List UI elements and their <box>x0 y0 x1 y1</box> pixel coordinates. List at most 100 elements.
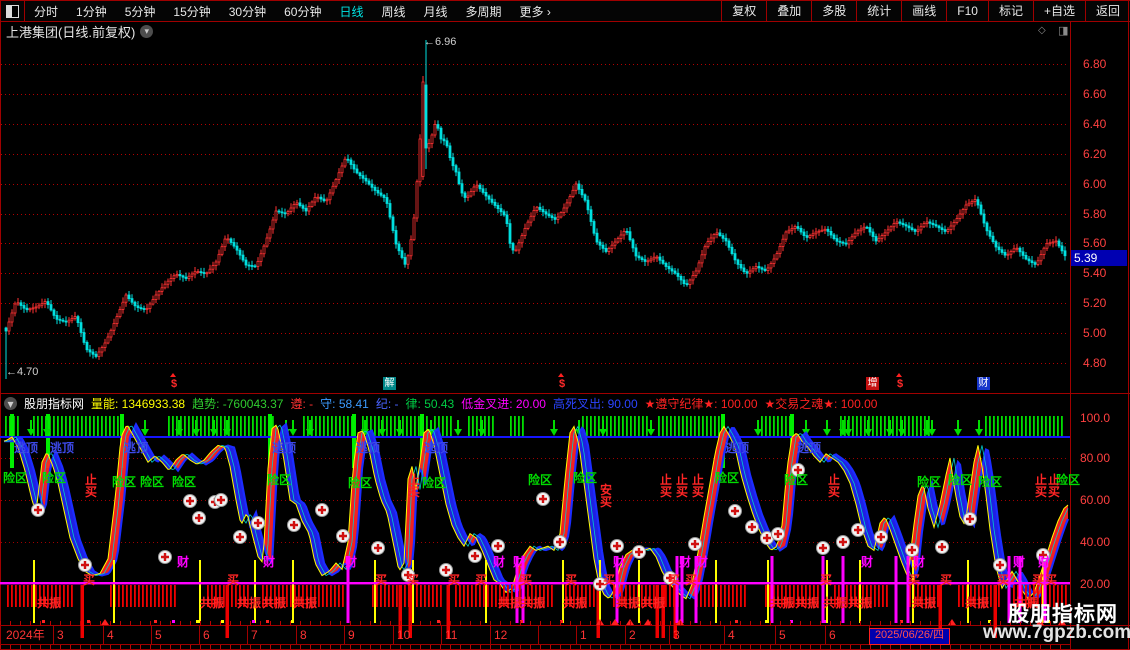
label-cai: 财 <box>696 555 709 569</box>
period-tab-月线[interactable]: 月线 <box>423 4 448 19</box>
label: 6.00 <box>1083 177 1107 191</box>
label-taoding: 逃顶 <box>50 441 75 455</box>
event-badge-arrow <box>558 373 564 377</box>
label-mai: 买 <box>475 573 488 587</box>
event-badge-dollar: $ <box>897 378 904 390</box>
label-xianqu: 险区 <box>528 473 553 487</box>
date-separator <box>53 626 54 644</box>
label-cai: 财 <box>1013 555 1026 569</box>
label-mai: 买 <box>407 573 420 587</box>
watermark-url: www.7gpzb.com <box>983 622 1130 643</box>
period-tab-更多 ›[interactable]: 更多 › <box>519 4 551 19</box>
label-gongzhen: 共振 <box>823 596 848 610</box>
label-cai: 财 <box>913 555 926 569</box>
label-mai: 买 <box>227 573 240 587</box>
label-gongzhen: 共振 <box>521 596 546 610</box>
date-label: 4 <box>107 628 114 642</box>
indicator-header: ▾ 股朋指标网 量能: 1346933.38 趋势: -760043.37 遵: -… <box>4 397 877 411</box>
label-gongzhen: 共振 <box>293 596 318 610</box>
diamond-icon[interactable]: ◇ <box>1038 25 1046 36</box>
label-xianqu: 险区 <box>140 475 165 489</box>
cross-markers <box>31 463 1050 591</box>
date-label: 3 <box>57 628 64 642</box>
label-gongzhen: 共振 <box>912 596 937 610</box>
label-mai: 买 <box>940 573 953 587</box>
date-label: 5 <box>155 628 162 642</box>
label-gongzhen: 共振 <box>563 596 588 610</box>
layout-split-icon[interactable] <box>0 1 25 21</box>
label-mai: 买 <box>83 573 96 587</box>
chevron-down-icon[interactable]: ▾ <box>4 397 17 410</box>
date-separator <box>775 626 776 644</box>
period-tab-多周期[interactable]: 多周期 <box>465 4 502 19</box>
action-button-F10[interactable]: F10 <box>946 1 988 21</box>
period-tab-周线[interactable]: 周线 <box>381 4 406 19</box>
date-separator <box>724 626 725 644</box>
label-gongzhen: 共振 <box>1014 596 1039 610</box>
label-gongzhen: 共振 <box>200 596 225 610</box>
label-xianqu: 险区 <box>573 471 598 485</box>
event-badge-arrow <box>170 373 176 377</box>
panes-icon[interactable]: ◨ <box>1058 25 1069 37</box>
event-badge-财[interactable]: 财 <box>977 377 990 390</box>
panel-divider <box>0 393 1130 394</box>
period-tab-5分钟[interactable]: 5分钟 <box>124 4 156 19</box>
date-separator <box>393 626 394 644</box>
period-tab-1分钟[interactable]: 1分钟 <box>76 4 107 19</box>
period-tab-分时[interactable]: 分时 <box>34 4 59 19</box>
label-gongzhen: 共振 <box>237 596 262 610</box>
date-label: 2024年 <box>6 628 45 642</box>
period-tab-15分钟[interactable]: 15分钟 <box>173 4 211 19</box>
period-tab-日线[interactable]: 日线 <box>339 4 364 19</box>
price-gridline <box>1 243 1069 244</box>
indicator-value-0: 量能: 1346933.38 <box>91 397 186 411</box>
period-tab-30分钟[interactable]: 30分钟 <box>228 4 267 19</box>
label-xianqu: 险区 <box>42 471 67 485</box>
date-label: 6 <box>203 628 210 642</box>
indicator-value-8: ★遵守纪律★: 100.00 <box>644 397 758 411</box>
label: 5.20 <box>1083 296 1107 310</box>
label: 20.00 <box>1080 577 1111 591</box>
date-axis-bottom-border <box>0 644 1070 645</box>
label-cai: 财 <box>1038 555 1051 569</box>
indicator-gridline <box>1 542 1069 543</box>
action-button-+自选[interactable]: +自选 <box>1032 1 1085 21</box>
date-separator <box>538 626 539 644</box>
date-label: 12 <box>494 628 508 642</box>
label-anmai: 安 买 <box>600 483 613 509</box>
label: 80.00 <box>1080 451 1111 465</box>
label-cai: 财 <box>679 555 692 569</box>
label: 6.20 <box>1083 147 1107 161</box>
label-mai: 买 <box>1032 573 1045 587</box>
action-button-多股[interactable]: 多股 <box>811 1 856 21</box>
label-xianqu: 险区 <box>267 473 292 487</box>
label-zhimai: 止 买 <box>692 473 705 499</box>
action-button-画线[interactable]: 画线 <box>901 1 946 21</box>
label: 4.80 <box>1083 356 1107 370</box>
label-xianqu: 险区 <box>3 471 28 485</box>
frame-left <box>0 0 1 650</box>
label-taoding: 逃顶 <box>124 441 149 455</box>
action-button-统计[interactable]: 统计 <box>856 1 901 21</box>
price-gridline <box>1 124 1069 125</box>
label-mai: 买 <box>603 573 616 587</box>
layout-split-icon-glyph <box>5 4 19 18</box>
chevron-down-icon[interactable]: ▾ <box>140 25 154 38</box>
event-badge-解[interactable]: 解 <box>383 377 396 390</box>
label-xianqu: 险区 <box>948 473 973 487</box>
label-xianqu: 险区 <box>917 475 942 489</box>
period-tab-60分钟[interactable]: 60分钟 <box>284 4 322 19</box>
action-button-标记[interactable]: 标记 <box>987 1 1033 21</box>
indicator-value-3: 守: 58.41 <box>320 397 369 411</box>
action-button-叠加[interactable]: 叠加 <box>766 1 811 21</box>
date-label: 1 <box>580 628 587 642</box>
event-badge-增[interactable]: 增 <box>866 377 879 390</box>
indicator-value-2: 遵: - <box>290 397 314 411</box>
label-zhimai: 止 买 <box>85 473 98 499</box>
label: 5.40 <box>1083 266 1107 280</box>
label: 5.60 <box>1083 236 1107 250</box>
action-button-复权[interactable]: 复权 <box>721 1 766 21</box>
date-label: 2 <box>629 628 636 642</box>
action-button-返回[interactable]: 返回 <box>1084 1 1130 21</box>
